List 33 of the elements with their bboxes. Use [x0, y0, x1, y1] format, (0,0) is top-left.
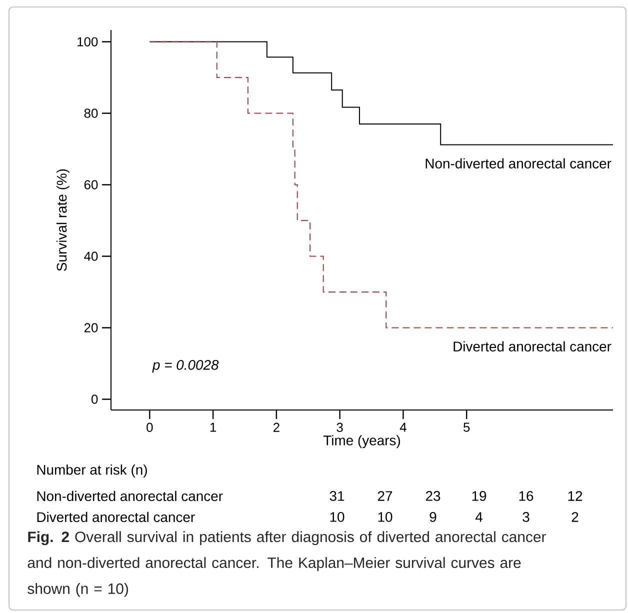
y-tick-label: 80 [84, 108, 98, 118]
text: 10 [378, 512, 392, 522]
text: 31 [330, 491, 344, 501]
y-tick-label: 20 [84, 323, 98, 332]
annotation: p = 0.0028 [152, 360, 219, 373]
text: Fig. 2 Overall survival in patients after diagnosis of diverted anorectal cancer and non-diverted anorectal cancer. The Kaplan–Meier survival curves are shown (n = 10) [28, 531, 546, 597]
text: 16 [519, 491, 534, 501]
text: 10 [330, 512, 344, 522]
series-label: Non-diverted anorectal cancer [426, 158, 612, 168]
x-tick-label: 2 [273, 422, 280, 432]
x-tick-label: 3 [336, 422, 343, 432]
y-tick-label: 60 [84, 180, 98, 190]
text: Number at risk (n) [37, 464, 147, 478]
y-tick-label: 0 [91, 394, 98, 404]
series-label: Diverted anorectal cancer [454, 341, 612, 352]
text: 27 [378, 491, 392, 501]
y-axis-title: Survival rate (%) [56, 169, 70, 271]
y-tick-label: 40 [84, 252, 98, 261]
x-tick-label: 5 [464, 422, 470, 432]
text: 19 [472, 491, 486, 501]
y-tick-label: 100 [78, 37, 98, 46]
text: 4 [475, 512, 482, 522]
text: 12 [568, 491, 582, 501]
text: 2 [572, 512, 578, 522]
text: 3 [522, 512, 530, 522]
text: 9 [430, 512, 436, 522]
text: Non-diverted anorectal cancer [37, 490, 223, 502]
text: 23 [426, 491, 440, 501]
x-tick-label: 0 [146, 422, 153, 432]
text: Diverted anorectal cancer [37, 512, 195, 522]
x-tick-label: 1 [210, 422, 216, 432]
x-tick-label: 4 [400, 422, 406, 432]
x-axis-title: Time (years) [323, 435, 400, 448]
